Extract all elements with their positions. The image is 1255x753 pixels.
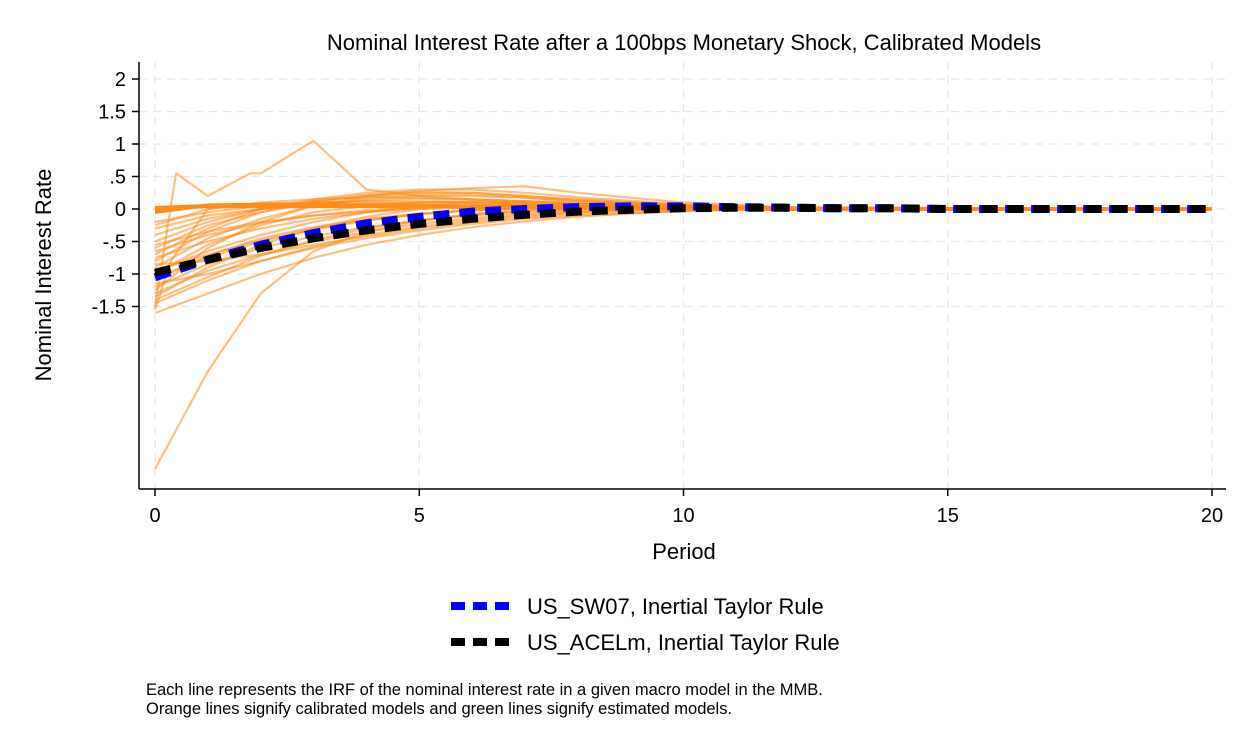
calibrated-series-bold-line-2: [154, 202, 1212, 215]
y-tick-label-6: -1: [108, 264, 126, 286]
y-tick-label-3: .5: [109, 167, 126, 189]
y-tick-label-4: 0: [115, 199, 126, 221]
y-tick-label-0: 2: [115, 69, 126, 91]
y-tick-label-2: 1: [115, 134, 126, 156]
y-tick-label-5: -.5: [103, 232, 126, 254]
y-tick-label-1: 1.5: [98, 102, 126, 124]
x-tick-label-3: 15: [937, 505, 959, 527]
x-tick-label-2: 10: [672, 505, 694, 527]
axes: 21.51.50-.5-1-1.50 5 10 15 20: [92, 62, 1226, 527]
x-tick-label-0: 0: [149, 505, 160, 527]
x-tick-label-1: 5: [414, 505, 425, 527]
legend: US_SW07, Inertial Taylor Rule US_ACELm, I…: [451, 594, 840, 655]
y-tick-label-7: -1.5: [92, 297, 126, 319]
series-line-us-acelm: [154, 203, 1212, 277]
x-axis-title: Period: [652, 539, 716, 564]
x-tick-label-4: 20: [1201, 505, 1223, 527]
grid: [139, 62, 1226, 489]
note-line-2: Orange lines signify calibrated models a…: [146, 700, 733, 718]
y-axis-title: Nominal Interest Rate: [31, 169, 56, 382]
chart-title: Nominal Interest Rate after a 100bps Mon…: [327, 30, 1041, 55]
note-line-1: Each line represents the IRF of the nomi…: [146, 681, 823, 699]
legend-label-1: US_ACELm, Inertial Taylor Rule: [527, 630, 840, 655]
legend-label-0: US_SW07, Inertial Taylor Rule: [527, 594, 824, 619]
highlight-series-group: [153, 202, 1212, 282]
